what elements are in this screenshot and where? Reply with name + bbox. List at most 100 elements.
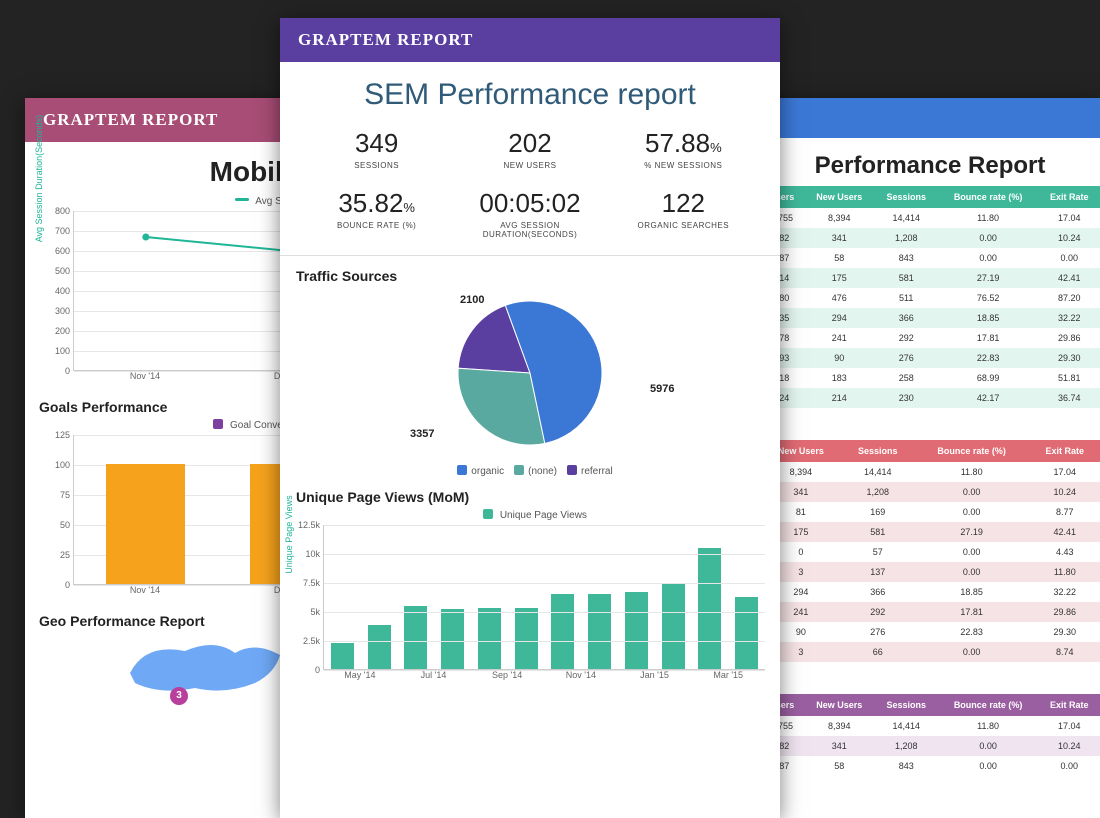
table-row: 811690.008.77 (760, 502, 1100, 522)
table-row: 24129217.8129.86 (760, 602, 1100, 622)
metric-card: 122ORGANIC SEARCHES (607, 188, 760, 239)
table-cell: 42.41 (1039, 268, 1100, 288)
goals-ytick: 0 (46, 580, 74, 590)
upv-bar-slot (728, 525, 765, 669)
brand-header-center: GRAPTEM REPORT (280, 18, 780, 62)
table-cell: 17.81 (938, 328, 1039, 348)
table-row: 41417558127.1942.41 (760, 268, 1100, 288)
table-row: 48047651176.5287.20 (760, 288, 1100, 308)
metric-value: 57.88% (607, 128, 760, 159)
table-cell: 0.00 (938, 248, 1039, 268)
right-page-title: Performance Report (760, 152, 1100, 180)
goals-bar-slot (74, 435, 218, 584)
table-cell: 0.00 (914, 562, 1030, 582)
legend-swatch-line (235, 198, 249, 201)
metric-card: 35.82%BOUNCE RATE (%) (300, 188, 453, 239)
pie-legend-swatch (567, 465, 577, 475)
table-cell: 17.81 (914, 602, 1030, 622)
table-cell: 22.83 (938, 348, 1039, 368)
upv-xticks: May '14Jul '14Sep '14Nov '14Jan '15Mar '… (295, 670, 765, 680)
table-cell: 87.20 (1039, 288, 1100, 308)
table-cell: 341 (804, 736, 875, 756)
table-cell: 137 (842, 562, 914, 582)
table-cell: 58 (804, 756, 875, 776)
table-cell: 0.00 (914, 542, 1030, 562)
table-cell: 17.04 (1039, 716, 1100, 736)
table-header-cell: New Users (804, 694, 875, 716)
table-cell: 8.74 (1030, 642, 1100, 662)
table-cell: 51.81 (1039, 368, 1100, 388)
upv-xtick: Nov '14 (544, 670, 618, 680)
line-ytick: 200 (46, 326, 74, 336)
table-cell: 292 (842, 602, 914, 622)
table-cell: 175 (804, 268, 875, 288)
pie-legend-swatch (457, 465, 467, 475)
table-row: 33529436618.8532.22 (760, 308, 1100, 328)
table-cell: 169 (842, 502, 914, 522)
table-cell: 42.41 (1030, 522, 1100, 542)
metric-label: SESSIONS (300, 161, 453, 170)
upv-bar-slot (618, 525, 655, 669)
performance-table: New UsersSessionsBounce rate (%)Exit Rat… (760, 440, 1100, 662)
metric-card: 00:05:02AVG SESSION DURATION(SECONDS) (453, 188, 606, 239)
table-header-cell: Bounce rate (%) (938, 694, 1039, 716)
metric-label: ORGANIC SEARCHES (607, 221, 760, 230)
table-cell: 32.22 (1039, 308, 1100, 328)
metric-label: NEW USERS (453, 161, 606, 170)
upv-bar-slot (324, 525, 361, 669)
table-row: 22421423042.1736.74 (760, 388, 1100, 408)
table-cell: 276 (875, 348, 938, 368)
pie-legend-label: organic (471, 466, 504, 477)
pie-label-none: 3357 (410, 428, 434, 440)
table-cell: 11.80 (914, 462, 1030, 482)
table-header-cell: Sessions (875, 694, 938, 716)
goals-ytick: 50 (46, 520, 74, 530)
table-cell: 68.99 (938, 368, 1039, 388)
table-row: 5823411,2080.0010.24 (760, 228, 1100, 248)
table-row: 3660.008.74 (760, 642, 1100, 662)
geo-marker-1: 3 (170, 687, 188, 705)
table-cell: 76.52 (938, 288, 1039, 308)
metrics-grid: 349SESSIONS202NEW USERS57.88%% NEW SESSI… (280, 124, 780, 256)
table-cell: 27.19 (938, 268, 1039, 288)
table-cell: 476 (804, 288, 875, 308)
line-ytick: 100 (46, 346, 74, 356)
table-header-cell: Bounce rate (%) (914, 440, 1030, 462)
pie-label-referral: 2100 (460, 294, 484, 306)
goals-ytick: 100 (46, 460, 74, 470)
table-cell: 17.04 (1039, 208, 1100, 228)
right-report-page: Performance Report UsersNew UsersSession… (760, 98, 1100, 818)
metric-card: 202NEW USERS (453, 128, 606, 170)
table-row: 21818325868.9951.81 (760, 368, 1100, 388)
line-ytick: 400 (46, 286, 74, 296)
upv-bar-slot (508, 525, 545, 669)
table-row: 31370.0011.80 (760, 562, 1100, 582)
table-cell: 8.77 (1030, 502, 1100, 522)
table-cell: 0.00 (914, 502, 1030, 522)
table-cell: 511 (875, 288, 938, 308)
table-cell: 11.80 (1030, 562, 1100, 582)
line-chart-ylabel: Avg Session Duration(Seconds) (34, 115, 44, 242)
table-header-cell: Exit Rate (1039, 694, 1100, 716)
upv-xtick: Mar '15 (691, 670, 765, 680)
table-row: 17558127.1942.41 (760, 522, 1100, 542)
upv-xtick: Jan '15 (618, 670, 692, 680)
line-xtick: Nov '14 (73, 371, 217, 381)
metric-label: BOUNCE RATE (%) (300, 221, 453, 230)
table-header-cell: Sessions (842, 440, 914, 462)
table-row: 3411,2080.0010.24 (760, 482, 1100, 502)
table-cell: 8,394 (804, 716, 875, 736)
table-cell: 32.22 (1030, 582, 1100, 602)
upv-xtick: May '14 (323, 670, 397, 680)
table-cell: 14,414 (875, 716, 938, 736)
table-header-cell: Exit Rate (1039, 186, 1100, 208)
table-cell: 29.30 (1039, 348, 1100, 368)
table-cell: 42.17 (938, 388, 1039, 408)
table-cell: 58 (804, 248, 875, 268)
table-cell: 8,394 (804, 208, 875, 228)
brand-header-right (760, 98, 1100, 138)
table-cell: 10.24 (1039, 228, 1100, 248)
table-cell: 0.00 (938, 736, 1039, 756)
tables-host: UsersNew UsersSessionsBounce rate (%)Exi… (760, 186, 1100, 776)
line-ytick: 800 (46, 206, 74, 216)
